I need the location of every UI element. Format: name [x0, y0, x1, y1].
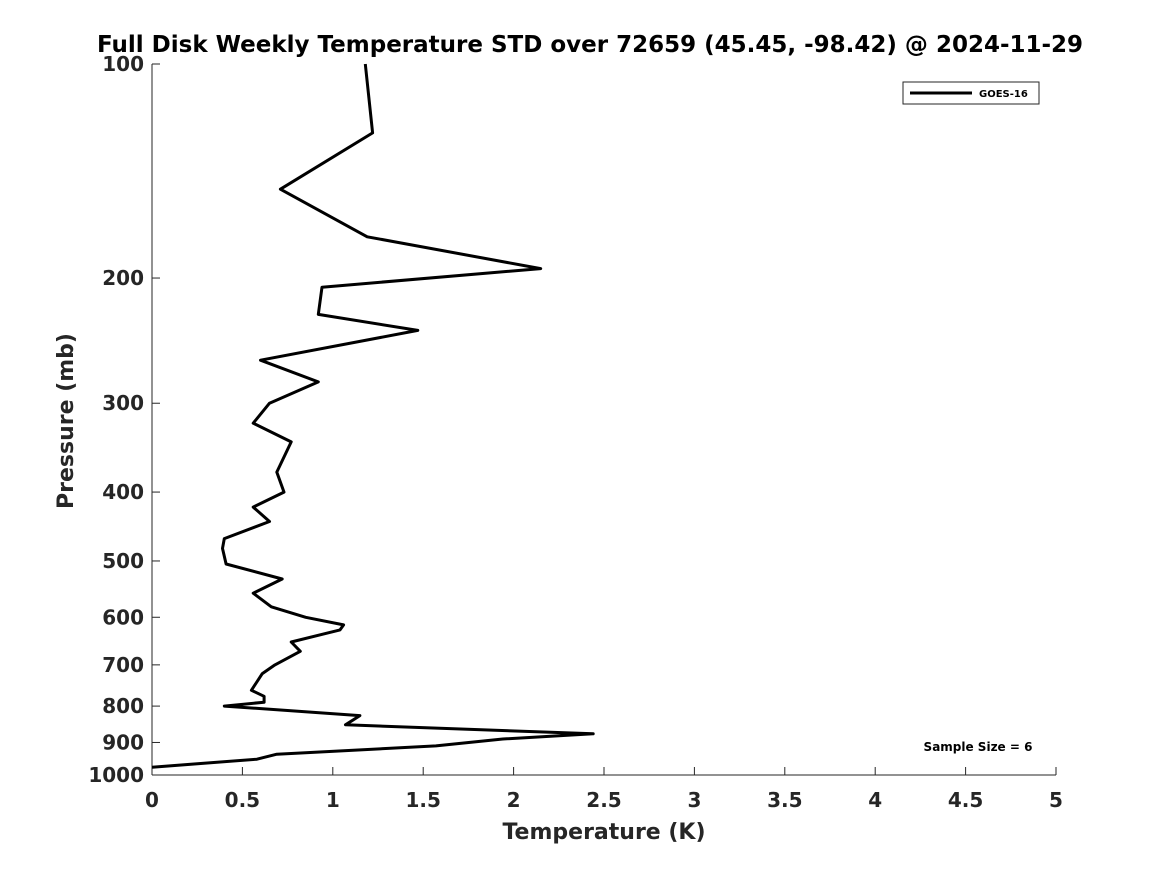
x-tick-label: 0.5 — [225, 788, 260, 812]
y-axis-label: Pressure (mb) — [54, 333, 79, 509]
x-axis-ticks: 0 0.5 1 1.5 2 2.5 3 3.5 4 4.5 5 — [145, 767, 1063, 812]
y-tick-label: 400 — [102, 480, 144, 504]
y-tick-label: 600 — [102, 605, 144, 629]
y-tick-label: 500 — [102, 549, 144, 573]
legend-label-goes-16: GOES-16 — [979, 89, 1028, 100]
x-axis-label: Temperature (K) — [502, 820, 705, 845]
x-tick-label: 3 — [687, 788, 701, 812]
chart-title: Full Disk Weekly Temperature STD over 72… — [97, 32, 1083, 58]
y-tick-label: 800 — [102, 694, 144, 718]
y-tick-label: 700 — [102, 653, 144, 677]
x-tick-label: 2 — [507, 788, 521, 812]
series-layer — [151, 63, 595, 769]
series-line-goes-16 — [151, 63, 595, 769]
y-axis-ticks: 100 200 300 400 500 600 700 800 900 1000 — [88, 52, 160, 787]
y-tick-label: 1000 — [88, 763, 144, 787]
y-tick-label: 300 — [102, 391, 144, 415]
y-tick-label: 100 — [102, 52, 144, 76]
x-tick-label: 1 — [326, 788, 340, 812]
x-tick-label: 2.5 — [586, 788, 621, 812]
x-tick-label: 5 — [1049, 788, 1063, 812]
legend: GOES-16 — [902, 81, 1040, 105]
y-tick-label: 200 — [102, 266, 144, 290]
x-tick-label: 1.5 — [405, 788, 440, 812]
y-tick-label: 900 — [102, 730, 144, 754]
x-tick-label: 4 — [868, 788, 882, 812]
x-tick-label: 3.5 — [767, 788, 802, 812]
sample-size-annotation: Sample Size = 6 — [924, 740, 1033, 754]
x-tick-label: 0 — [145, 788, 159, 812]
x-tick-label: 4.5 — [948, 788, 983, 812]
